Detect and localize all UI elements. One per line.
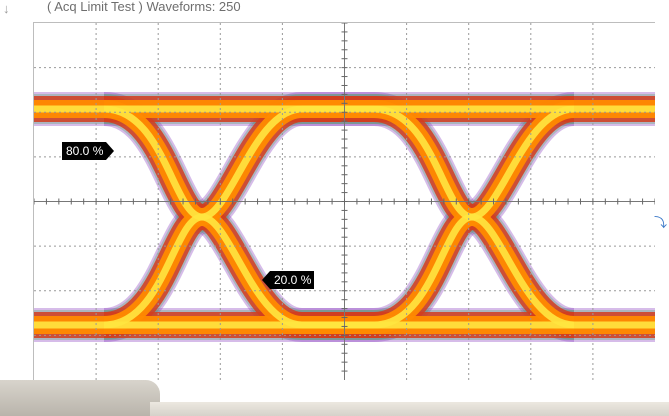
eye-trace (103, 105, 303, 329)
waveform-graticule[interactable] (33, 22, 655, 380)
bottom-panel-tab[interactable] (0, 380, 160, 416)
down-arrow-icon: ↓ (3, 1, 10, 16)
bottom-panel-strip (150, 402, 669, 416)
trigger-level-icon[interactable]: ⤵ (654, 215, 668, 230)
eye-diagram-plot (34, 23, 655, 380)
lower-threshold-marker[interactable]: 20.0 % (261, 271, 315, 289)
status-bar: ↓ ( Acq Limit Test ) Waveforms: 250 (0, 0, 669, 20)
eye-trace (373, 105, 575, 329)
acquisition-status-text: ( Acq Limit Test ) Waveforms: 250 (47, 0, 241, 14)
upper-threshold-marker[interactable]: 80.0 % (62, 142, 115, 160)
